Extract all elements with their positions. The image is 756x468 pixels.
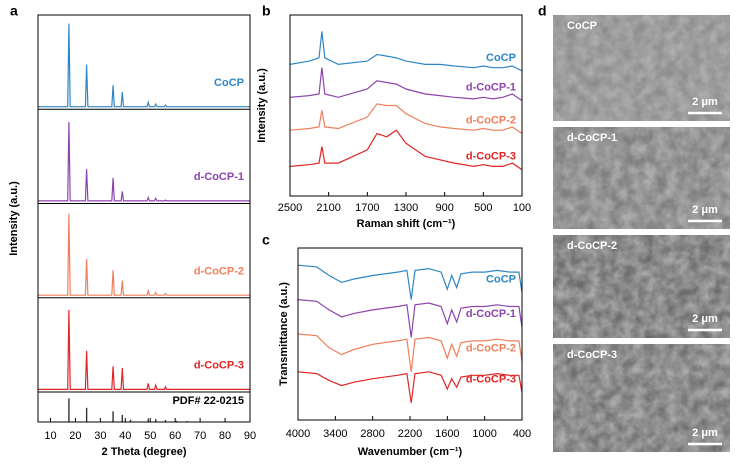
x-tick-label: 70 xyxy=(194,430,206,442)
panel-label: a xyxy=(10,3,18,19)
spectrum-line xyxy=(297,299,523,338)
x-tick-label: 4000 xyxy=(286,428,310,440)
x-tick-label: 2800 xyxy=(360,428,384,440)
sem-label: CoCP xyxy=(567,20,597,32)
x-tick-label: 60 xyxy=(169,430,181,442)
series-label: d-CoCP-3 xyxy=(466,151,516,163)
scale-bar-label: 2 μm xyxy=(692,96,718,108)
x-tick-label: 80 xyxy=(219,430,231,442)
y-axis-label: Transmittance (a.u.) xyxy=(278,282,290,386)
x-tick-label: 50 xyxy=(144,430,156,442)
panel-label: d xyxy=(538,3,547,19)
spectrum-line xyxy=(289,103,523,134)
x-tick-label: 100 xyxy=(513,202,531,214)
series-label: d-CoCP-3 xyxy=(194,360,244,372)
x-tick-label: 3400 xyxy=(323,428,347,440)
x-tick-label: 2200 xyxy=(398,428,422,440)
spectrum-line xyxy=(38,309,250,390)
spectrum-line xyxy=(297,371,523,403)
x-tick-label: 1700 xyxy=(355,202,379,214)
sem-texture xyxy=(553,344,730,452)
series-label: d-CoCP-2 xyxy=(466,114,516,126)
series-label: d-CoCP-1 xyxy=(466,308,516,320)
scale-bar-label: 2 μm xyxy=(692,204,718,216)
x-tick-label: 400 xyxy=(513,428,531,440)
panel-label: c xyxy=(262,232,270,248)
x-axis-label: Wavenumber (cm⁻¹) xyxy=(358,446,463,458)
sem-label: d-CoCP-3 xyxy=(567,349,617,361)
plot-frame xyxy=(289,14,523,197)
x-tick-label: 1300 xyxy=(394,202,418,214)
x-tick-label: 900 xyxy=(435,202,453,214)
spectrum-line xyxy=(289,31,523,72)
x-tick-label: 1000 xyxy=(472,428,496,440)
spectrum-line xyxy=(289,129,523,171)
spectrum-line xyxy=(38,23,250,108)
y-axis-label: Intensity (a.u.) xyxy=(8,181,20,256)
series-label: CoCP xyxy=(214,77,244,89)
series-label: CoCP xyxy=(486,274,516,286)
spectrum-line xyxy=(297,264,523,300)
x-tick-label: 2100 xyxy=(316,202,340,214)
y-axis-label: Intensity (a.u.) xyxy=(256,68,268,143)
sem-texture xyxy=(553,15,730,121)
series-label: d-CoCP-2 xyxy=(194,265,244,277)
series-label: d-CoCP-1 xyxy=(194,171,244,183)
x-tick-label: 20 xyxy=(69,430,81,442)
reference-label: PDF# 22-0215 xyxy=(172,395,244,407)
x-axis-label: 2 Theta (degree) xyxy=(102,446,187,458)
x-tick-label: 30 xyxy=(94,430,106,442)
series-label: CoCP xyxy=(486,52,516,64)
series-label: d-CoCP-3 xyxy=(466,373,516,385)
x-tick-label: 40 xyxy=(119,430,131,442)
sem-label: d-CoCP-1 xyxy=(567,132,617,144)
plot-frame xyxy=(297,247,523,421)
series-label: d-CoCP-1 xyxy=(466,81,516,93)
spectrum-line xyxy=(38,122,250,202)
spectrum-line xyxy=(289,67,523,102)
spectrum-line xyxy=(297,333,523,372)
sem-texture xyxy=(553,127,730,229)
sem-label: d-CoCP-2 xyxy=(567,240,617,252)
scale-bar-label: 2 μm xyxy=(692,427,718,439)
x-axis-label: Raman shift (cm⁻¹) xyxy=(357,218,456,230)
x-tick-label: 1600 xyxy=(435,428,459,440)
series-label: d-CoCP-2 xyxy=(466,342,516,354)
panel-label: b xyxy=(262,3,271,19)
spectrum-line xyxy=(38,213,250,296)
plot-frame xyxy=(37,14,251,423)
x-tick-label: 10 xyxy=(44,430,56,442)
x-tick-label: 2500 xyxy=(278,202,302,214)
x-tick-label: 90 xyxy=(244,430,256,442)
scale-bar-label: 2 μm xyxy=(692,313,718,325)
x-tick-label: 500 xyxy=(474,202,492,214)
sem-texture xyxy=(553,235,730,338)
